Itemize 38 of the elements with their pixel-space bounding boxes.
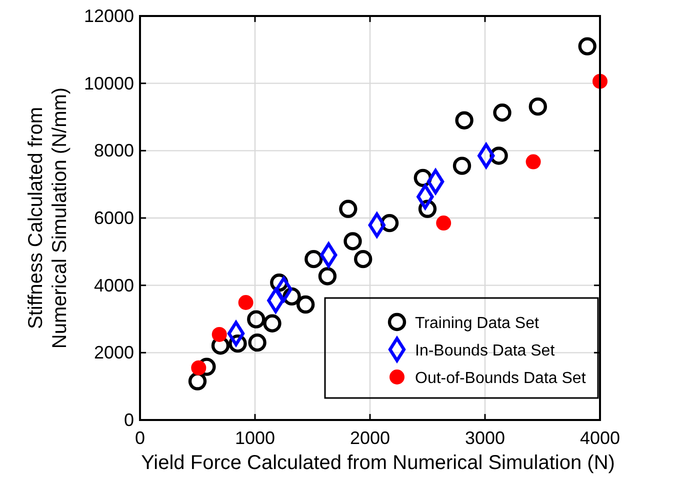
- y-tick-label: 0: [124, 410, 134, 430]
- point: [339, 200, 358, 218]
- point: [263, 314, 282, 332]
- y-tick-label: 2000: [94, 342, 134, 363]
- x-tick-label: 2000: [350, 428, 390, 448]
- point: [354, 250, 372, 268]
- point: [344, 232, 362, 250]
- y-tick-label: 6000: [94, 208, 134, 228]
- point: [455, 111, 474, 130]
- point: [238, 295, 254, 310]
- point: [296, 295, 315, 314]
- point: [528, 97, 547, 116]
- point: [426, 169, 444, 194]
- x-axis-title: Yield Force Calculated from Numerical Simulation (N): [141, 452, 615, 474]
- y-tick-label: 10000: [84, 73, 134, 94]
- y-axis-title: Stiffness Calculated from Numerical Simulation (N/mm): [25, 87, 71, 349]
- point: [526, 154, 541, 170]
- point: [191, 360, 206, 376]
- point: [212, 326, 227, 342]
- point: [211, 336, 230, 355]
- legend-label: Out-of-Bounds Data Set: [415, 370, 586, 387]
- point: [247, 310, 266, 328]
- legend-label: In-Bounds Data Set: [415, 342, 556, 360]
- point: [493, 104, 512, 122]
- x-tick-label: 1000: [234, 428, 276, 448]
- point: [578, 37, 596, 56]
- y-tick-label: 8000: [94, 140, 134, 161]
- x-tick-label: 4000: [580, 428, 620, 448]
- y-tick-label: 12000: [84, 6, 134, 26]
- point: [304, 250, 323, 268]
- x-tick-label: 3000: [464, 428, 506, 448]
- point: [188, 372, 207, 390]
- point: [248, 333, 266, 352]
- legend-label: Training Data Set: [415, 315, 540, 332]
- point: [436, 216, 452, 231]
- y-tick-label: 4000: [94, 275, 134, 296]
- point: [452, 156, 472, 175]
- point: [318, 267, 337, 286]
